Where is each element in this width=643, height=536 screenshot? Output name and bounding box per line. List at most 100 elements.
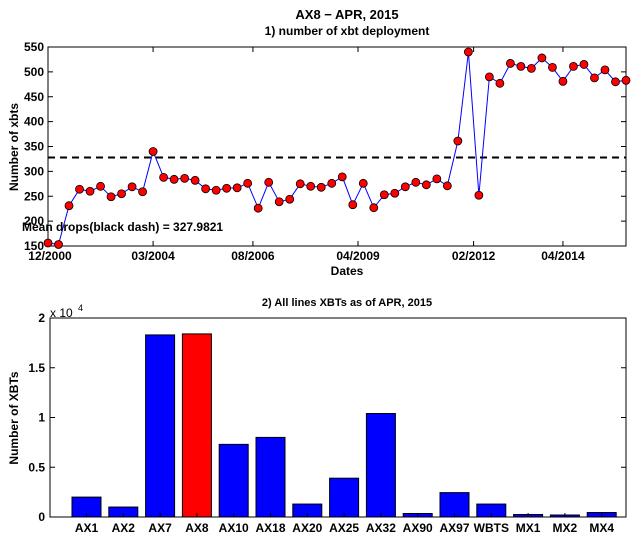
x-tick-label: 03/2004 xyxy=(131,249,175,263)
x-tick-label: AX18 xyxy=(255,521,285,535)
data-point xyxy=(527,63,536,73)
x-tick-label: AX32 xyxy=(366,521,396,535)
y-tick-label: 550 xyxy=(24,40,44,54)
data-point xyxy=(453,136,463,146)
data-point xyxy=(548,62,557,72)
line-chart-ylabel: Number of xbts xyxy=(7,103,21,191)
x-tick-label: AX7 xyxy=(148,521,172,535)
data-point xyxy=(411,177,421,187)
data-point xyxy=(463,47,473,57)
data-point xyxy=(306,181,316,191)
line-chart-plot-area: 150 200 250 300 350 400 450 500 550 12/2000 03/200… xyxy=(24,40,631,263)
bar-ax97 xyxy=(439,492,470,518)
data-point xyxy=(274,197,284,207)
y-tick-label: 0.5 xyxy=(28,460,45,474)
x-tick-label: MX1 xyxy=(516,521,541,535)
data-point xyxy=(369,203,379,213)
bar-chart-plot-area: 0 0.5 1 1.5 2 AX1 AX2 AX7 AX8 AX10 AX18 AX20 AX25 AX3… xyxy=(28,311,627,535)
x-tick-label: 02/2012 xyxy=(452,249,496,263)
y-tick-label: 0 xyxy=(38,510,45,524)
data-point xyxy=(117,189,126,199)
data-point xyxy=(590,73,599,83)
x-tick-label: WBTS xyxy=(474,521,509,535)
y-tick-label: 500 xyxy=(24,65,44,79)
x-tick-label: AX25 xyxy=(329,521,359,535)
y-tick-label: 150 xyxy=(24,239,44,253)
y-scale-exponent: 4 xyxy=(78,303,83,313)
data-point xyxy=(337,172,347,182)
data-point xyxy=(148,147,158,156)
data-point xyxy=(201,184,211,194)
data-point xyxy=(358,178,368,188)
x-tick-label: MX2 xyxy=(553,521,578,535)
x-tick-label: 08/2006 xyxy=(231,249,275,263)
x-tick-label: 04/2009 xyxy=(336,249,380,263)
data-point xyxy=(316,182,326,192)
x-tick-label: AX90 xyxy=(403,521,433,535)
line-chart-frame xyxy=(47,46,627,247)
data-point xyxy=(400,182,410,192)
data-point xyxy=(211,185,221,195)
x-tick-label: AX20 xyxy=(292,521,322,535)
data-point xyxy=(264,177,274,187)
data-point xyxy=(348,200,358,210)
x-tick-label: AX1 xyxy=(75,521,99,535)
y-tick-label: 400 xyxy=(24,115,44,129)
bar-ax18 xyxy=(255,436,286,518)
bar-chart-ylabel: Number of XBTs xyxy=(7,371,21,464)
y-tick-label: 300 xyxy=(24,164,44,178)
y-tick-label: 1 xyxy=(38,411,45,425)
data-point xyxy=(180,173,190,183)
data-point xyxy=(253,203,263,213)
data-point xyxy=(516,62,526,71)
data-point xyxy=(295,179,305,189)
bar-chart-title: 2) All lines XBTs as of APR, 2015 xyxy=(262,297,432,309)
x-tick-label: AX10 xyxy=(219,521,249,535)
data-point xyxy=(85,186,95,196)
data-point xyxy=(537,53,547,63)
line-chart: AX8 − APR, 2015 1) number of xbt deploym… xyxy=(7,7,631,278)
data-point xyxy=(505,59,515,68)
data-point xyxy=(75,184,84,194)
x-tick-label: AX2 xyxy=(112,521,136,535)
data-point xyxy=(285,194,295,204)
data-point xyxy=(579,60,589,69)
data-point xyxy=(169,174,179,184)
data-point xyxy=(232,183,242,193)
data-point xyxy=(159,172,169,182)
data-point xyxy=(243,178,253,188)
data-point xyxy=(64,201,74,211)
y-tick-label: 450 xyxy=(24,90,44,104)
data-point xyxy=(106,192,116,202)
x-tick-label: AX97 xyxy=(439,521,469,535)
bar-ax8 xyxy=(181,333,212,518)
data-point xyxy=(127,182,137,192)
data-point xyxy=(190,175,200,185)
y-tick-label: 200 xyxy=(24,214,44,228)
data-point xyxy=(96,181,105,191)
bar-ax25 xyxy=(329,477,360,518)
bar-chart: 2) All lines XBTs as of APR, 2015 x 10 4… xyxy=(7,297,627,535)
data-point xyxy=(222,183,232,193)
mean-annotation: Mean drops(black dash) = 327.9821 xyxy=(22,220,223,234)
data-point xyxy=(421,180,431,190)
data-point xyxy=(600,65,610,75)
data-point xyxy=(54,240,63,249)
data-point xyxy=(442,181,452,191)
data-point xyxy=(474,190,484,200)
x-tick-label: 04/2014 xyxy=(541,249,585,263)
data-point xyxy=(495,78,505,88)
data-point xyxy=(484,72,494,82)
y-scale-label: x 10 xyxy=(50,306,73,320)
line-chart-title: AX8 − APR, 2015 xyxy=(295,7,398,22)
line-chart-subtitle: 1) number of xbt deployment xyxy=(265,24,430,38)
y-tick-label: 250 xyxy=(24,189,44,203)
y-tick-label: 350 xyxy=(24,140,44,154)
line-chart-xlabel: Dates xyxy=(331,264,364,278)
x-tick-label: MX4 xyxy=(589,521,614,535)
series-line xyxy=(47,51,627,246)
y-tick-label: 2 xyxy=(38,311,45,325)
y-tick-label: 1.5 xyxy=(28,361,45,375)
data-point xyxy=(558,76,568,86)
